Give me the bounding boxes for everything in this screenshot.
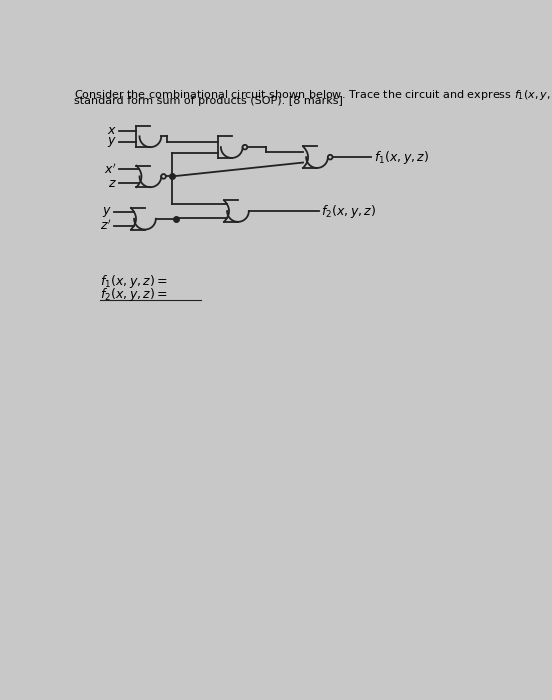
Text: $z'$: $z'$	[100, 218, 112, 233]
Text: $f_2(x, y, z)$: $f_2(x, y, z)$	[321, 202, 376, 220]
Text: $f_1(x, y, z) =$: $f_1(x, y, z) =$	[100, 272, 168, 290]
Circle shape	[242, 145, 247, 149]
Text: standard form sum of products (SOP). [8 marks]: standard form sum of products (SOP). [8 …	[73, 97, 343, 106]
Polygon shape	[131, 208, 156, 230]
Text: $f_2(x, y, z) =$: $f_2(x, y, z) =$	[100, 286, 168, 302]
Text: $x$: $x$	[107, 125, 117, 137]
Polygon shape	[218, 136, 242, 158]
Circle shape	[161, 174, 166, 179]
Polygon shape	[136, 166, 161, 187]
Text: $y$: $y$	[107, 134, 117, 149]
Circle shape	[328, 155, 332, 160]
Polygon shape	[136, 125, 161, 147]
Polygon shape	[303, 146, 328, 168]
Text: $f_1(x, y, z)$: $f_1(x, y, z)$	[374, 148, 429, 166]
Text: Consider the combinational circuit shown below. Trace the circuit and express $f: Consider the combinational circuit shown…	[73, 88, 552, 102]
Text: $x'$: $x'$	[104, 162, 117, 176]
Text: $z$: $z$	[108, 177, 117, 190]
Polygon shape	[224, 200, 249, 222]
Text: $y$: $y$	[102, 205, 112, 219]
